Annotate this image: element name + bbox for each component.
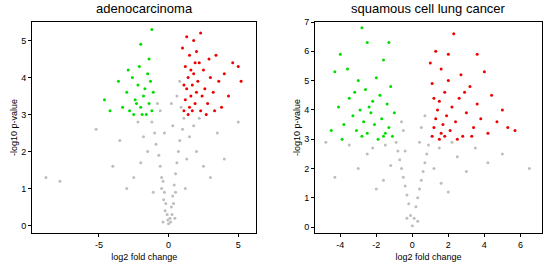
svg-text:-log10 p-value: -log10 p-value — [9, 99, 19, 156]
svg-text:-log10 p-value: -log10 p-value — [292, 99, 302, 156]
svg-text:-4: -4 — [336, 240, 344, 250]
svg-text:1: 1 — [304, 193, 309, 203]
svg-text:4: 4 — [482, 240, 487, 250]
svg-text:0: 0 — [21, 221, 26, 231]
svg-text:6: 6 — [304, 46, 309, 56]
svg-text:5: 5 — [304, 76, 309, 86]
svg-text:5: 5 — [21, 36, 26, 46]
svg-text:2: 2 — [21, 147, 26, 157]
svg-text:log2 fold change: log2 fold change — [111, 252, 177, 262]
svg-text:3: 3 — [304, 134, 309, 144]
svg-text:5: 5 — [236, 240, 241, 250]
svg-text:0: 0 — [166, 240, 171, 250]
svg-text:-2: -2 — [372, 240, 380, 250]
svg-text:adenocarcinoma: adenocarcinoma — [96, 1, 193, 16]
svg-text:1: 1 — [21, 184, 26, 194]
svg-text:0: 0 — [304, 222, 309, 232]
svg-text:2: 2 — [446, 240, 451, 250]
svg-text:0: 0 — [410, 240, 415, 250]
svg-text:2: 2 — [304, 164, 309, 174]
svg-text:4: 4 — [304, 105, 309, 115]
svg-text:3: 3 — [21, 110, 26, 120]
svg-text:6: 6 — [518, 240, 523, 250]
svg-text:squamous cell lung cancer: squamous cell lung cancer — [351, 1, 506, 16]
svg-text:7: 7 — [304, 17, 309, 27]
svg-text:-5: -5 — [95, 240, 103, 250]
svg-text:log2 fold change: log2 fold change — [395, 252, 461, 262]
svg-text:4: 4 — [21, 73, 26, 83]
